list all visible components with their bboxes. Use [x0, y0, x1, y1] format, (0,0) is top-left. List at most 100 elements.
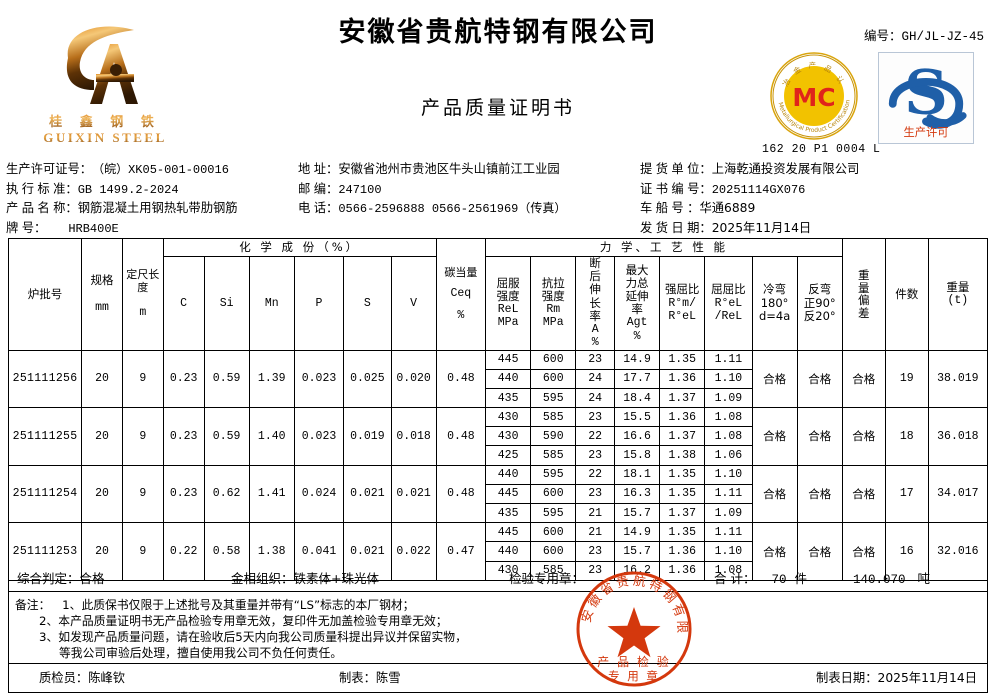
cell-v: 0.022: [390, 522, 437, 581]
note-line: 3、如发现产品质量问题，请在验收后5天内向我公司质量科提出异议并保留实物，: [39, 630, 467, 644]
th-spec-unit: mm: [95, 301, 109, 315]
cell-ratio-rel-rel: 1.08: [704, 560, 753, 581]
cell-ratio-rel-rel: 1.08: [704, 426, 753, 447]
cell-si: 0.59: [203, 407, 250, 466]
cell-yield: 445: [485, 522, 532, 543]
cell-mn: 1.38: [248, 522, 295, 581]
cell-ratio-rel-rel: 1.10: [704, 541, 753, 562]
cell-weight: 36.018: [927, 407, 989, 466]
cell-ratio-rm-rel: 1.37: [659, 426, 706, 447]
th-spec: 规格 mm: [81, 238, 123, 351]
cell-agt: 15.8: [613, 445, 661, 466]
note-line: 等我公司审验后处理，擅自使用我公司不负任何责任。: [59, 646, 343, 660]
cell-ratio-rel-rel: 1.11: [704, 349, 753, 370]
table-row: 440 600 23 15.7 1.36 1.10: [9, 541, 988, 562]
cell-ratio-rel-rel: 1.09: [704, 503, 753, 524]
table-header-sub-row: C Si Mn P S V 屈服强度 ReL MPa 抗拉强度 Rm MPa 断…: [9, 256, 988, 351]
th-cold-bend: 冷弯 180° d=4a: [751, 256, 798, 351]
table-row: 430 590 22 16.6 1.37 1.08: [9, 426, 988, 447]
cell-ceq: 0.48: [435, 464, 487, 524]
logo-text-cn: 桂 鑫 钢 铁: [30, 111, 180, 130]
cell-cold-bend: 合格: [751, 349, 798, 409]
cell-weight-deviation: 合格: [841, 407, 886, 466]
svg-text:MC: MC: [792, 83, 835, 112]
cell-mn: 1.40: [248, 407, 295, 466]
total-weight: 140.070: [852, 573, 906, 587]
th-s: S: [343, 256, 392, 351]
overall-judgement: 综合判定：合格: [17, 571, 105, 586]
cell-c: 0.23: [162, 349, 205, 409]
guixin-logo-icon: [50, 18, 160, 110]
th-reverse-bend: 反弯 正90° 反20°: [796, 256, 843, 351]
th-ceq-unit: %: [457, 308, 465, 322]
cell-elongation: 23: [575, 445, 615, 466]
table-row: 251111256 20 9 0.23 0.59 1.39 0.023 0.025 0.020 0…: [7, 349, 989, 409]
th-pieces: 件数: [884, 238, 929, 351]
cell-ceq: 0.47: [435, 522, 487, 581]
cell-s: 0.021: [343, 464, 392, 524]
mc-certification-icon: MC 冶 金 产 品 认 证 Metallurgical Product Cer…: [765, 45, 858, 140]
cell-tensile: 600: [530, 483, 577, 505]
info-row: 电 话：0566-2596888 0566-2561969（传真）: [298, 201, 567, 216]
cell-si: 0.59: [203, 349, 250, 409]
cell-weight: 32.016: [927, 522, 989, 581]
cell-reverse-bend: 合格: [796, 349, 843, 409]
cell-s: 0.025: [343, 349, 392, 409]
cell-heat-no: 251111254: [7, 464, 83, 524]
th-weight-label: 重量: [946, 280, 970, 295]
table-body: 251111256 20 9 0.23 0.59 1.39 0.023 0.025 0.020 0…: [7, 349, 989, 581]
cell-heat-no: 251111256: [7, 349, 83, 409]
notes-label: 备注：: [15, 598, 51, 612]
cell-elongation: 21: [575, 503, 615, 524]
cell-ratio-rel-rel: 1.10: [704, 464, 753, 485]
cell-ratio-rel-rel: 1.11: [704, 483, 753, 505]
total-label: 合 计：: [714, 571, 756, 586]
th-mn: Mn: [248, 256, 295, 351]
th-weight-unit: (t): [947, 294, 969, 308]
cell-agt: 18.1: [613, 464, 661, 485]
cell-yield: 440: [485, 464, 532, 485]
cell-ratio-rm-rel: 1.35: [659, 464, 706, 485]
th-mechanical-group: 力 学、工 艺 性 能: [485, 238, 843, 257]
cell-c: 0.23: [162, 464, 205, 524]
cell-yield: 430: [485, 426, 532, 447]
cell-tensile: 600: [530, 349, 577, 370]
th-weight: 重量 (t): [927, 238, 989, 351]
cell-ratio-rm-rel: 1.38: [659, 445, 706, 466]
info-row: 发 货 日 期：2025年11月14日: [640, 220, 812, 235]
cell-tensile: 600: [530, 368, 577, 389]
cell-elongation: 22: [575, 426, 615, 447]
table-row: 251111254 20 9 0.23 0.62 1.41 0.024 0.021 0.021 0…: [7, 464, 989, 524]
summary-row: 综合判定：合格 金相组织：铁素体+珠光体 检验专用章： 合 计： 70 件 14…: [8, 565, 988, 592]
th-length: 定尺长度 m: [121, 238, 164, 351]
cell-spec: 20: [81, 407, 123, 466]
cell-yield: 445: [485, 483, 532, 505]
company-title: 安徽省贵航特钢有限公司: [338, 17, 658, 48]
cell-elongation: 24: [575, 387, 615, 409]
cell-c: 0.23: [162, 407, 205, 466]
th-ceq-label: 碳当量: [444, 265, 478, 279]
cell-ratio-rm-rel: 1.36: [659, 541, 706, 562]
cell-elongation: 23: [575, 541, 615, 562]
cell-length: 9: [121, 407, 164, 466]
cell-elongation: 23: [575, 407, 615, 428]
cell-pieces: 19: [884, 349, 929, 409]
info-row: 证 书 编 号：20251114GX076: [640, 181, 806, 197]
cell-ratio-rm-rel: 1.37: [659, 387, 706, 409]
info-row: 牌 号： HRB400E: [6, 220, 119, 236]
th-ceq-symbol: Ceq: [450, 287, 472, 301]
cell-tensile: 585: [530, 445, 577, 466]
cell-spec: 20: [81, 349, 123, 409]
cell-mn: 1.39: [248, 349, 295, 409]
inspector-signature: 质检员：陈峰钦: [39, 671, 126, 685]
inspection-stamp-label: 检验专用章：: [509, 571, 585, 586]
cell-weight-deviation: 合格: [841, 522, 886, 581]
certificate-table: 炉批号 规格 mm 定尺长度 m 化 学 成 份（%） 碳当量 Ceq % 力 …: [7, 238, 989, 581]
th-elongation: 断后伸长率 A %: [575, 256, 615, 351]
cell-ratio-rel-rel: 1.10: [704, 368, 753, 389]
th-length-unit: m: [139, 306, 147, 320]
cell-agt: 14.9: [613, 349, 661, 370]
logo-text-en: GUIXIN STEEL: [30, 130, 180, 146]
cell-v: 0.018: [390, 407, 437, 466]
cell-yield: 440: [485, 541, 532, 562]
